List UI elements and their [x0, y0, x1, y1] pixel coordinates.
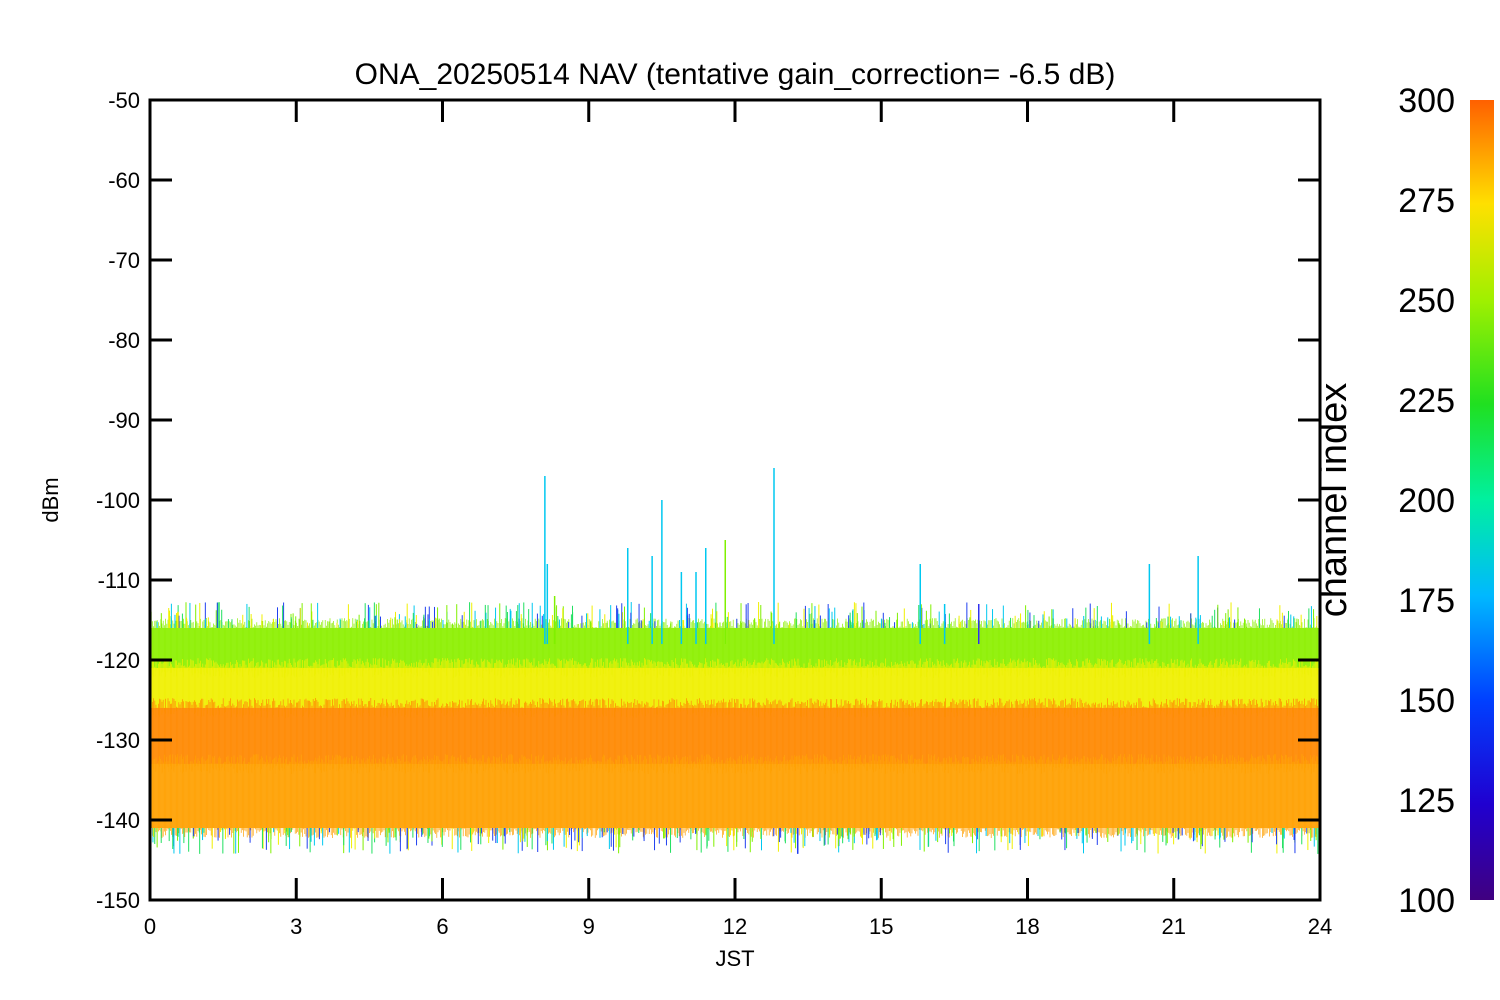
y-tick-label: -90	[108, 408, 140, 433]
x-tick-label: 12	[723, 914, 747, 939]
colorbar-tick-label: 275	[1398, 182, 1455, 220]
y-tick-label: -110	[98, 568, 140, 593]
band-3	[149, 754, 1320, 838]
band-fill	[150, 708, 1320, 764]
y-tick-label: -150	[96, 888, 140, 913]
x-tick-label: 9	[583, 914, 595, 939]
x-tick-label: 24	[1308, 914, 1332, 939]
colorbar-tick-label: 200	[1398, 482, 1455, 520]
y-tick-label: -50	[108, 88, 140, 113]
colorbar-tick-label: 100	[1398, 882, 1455, 920]
x-tick-label: 18	[1015, 914, 1039, 939]
band-0	[149, 618, 1320, 678]
x-axis-label: JST	[715, 946, 754, 971]
colorbar-title: channel index	[1313, 383, 1355, 618]
colorbar-tick-label: 300	[1398, 82, 1455, 120]
y-tick-label: -120	[96, 648, 140, 673]
y-tick-label: -70	[108, 248, 140, 273]
x-tick-label: 6	[436, 914, 448, 939]
colorbar-tick-label: 175	[1398, 582, 1455, 620]
colorbar	[1470, 100, 1494, 900]
x-tick-label: 15	[869, 914, 893, 939]
plot-data	[149, 602, 1320, 854]
colorbar-tick-label: 225	[1398, 382, 1455, 420]
band-fill	[150, 628, 1320, 668]
chart-title: ONA_20250514 NAV (tentative gain_correct…	[355, 58, 1116, 91]
band-2	[149, 698, 1320, 774]
fringe-noise	[150, 602, 1319, 854]
x-ticks: 0 3 6 9 12 15 18 21 24	[144, 100, 1332, 939]
spikes	[544, 468, 1199, 644]
y-tick-label: -130	[96, 728, 140, 753]
band-1	[149, 658, 1320, 718]
band-noise	[149, 754, 1320, 838]
x-tick-label: 0	[144, 914, 156, 939]
band-fill	[150, 764, 1320, 828]
y-ticks: -50 -60 -70 -80 -90 -100 -110 -120 -130 -140 -150	[96, 88, 1320, 913]
colorbar-ticks: 100 125 150 175 200 225 250 275 300	[1398, 82, 1455, 920]
y-tick-label: -80	[108, 328, 140, 353]
x-tick-label: 21	[1162, 914, 1186, 939]
x-tick-label: 3	[290, 914, 302, 939]
colorbar-tick-label: 125	[1398, 782, 1455, 820]
y-tick-label: -60	[108, 168, 140, 193]
y-tick-label: -140	[96, 808, 140, 833]
band-fill	[150, 668, 1320, 708]
colorbar-tick-label: 150	[1398, 682, 1455, 720]
colorbar-tick-label: 250	[1398, 282, 1455, 320]
y-axis-label: dBm	[38, 477, 63, 522]
y-tick-label: -100	[96, 488, 140, 513]
